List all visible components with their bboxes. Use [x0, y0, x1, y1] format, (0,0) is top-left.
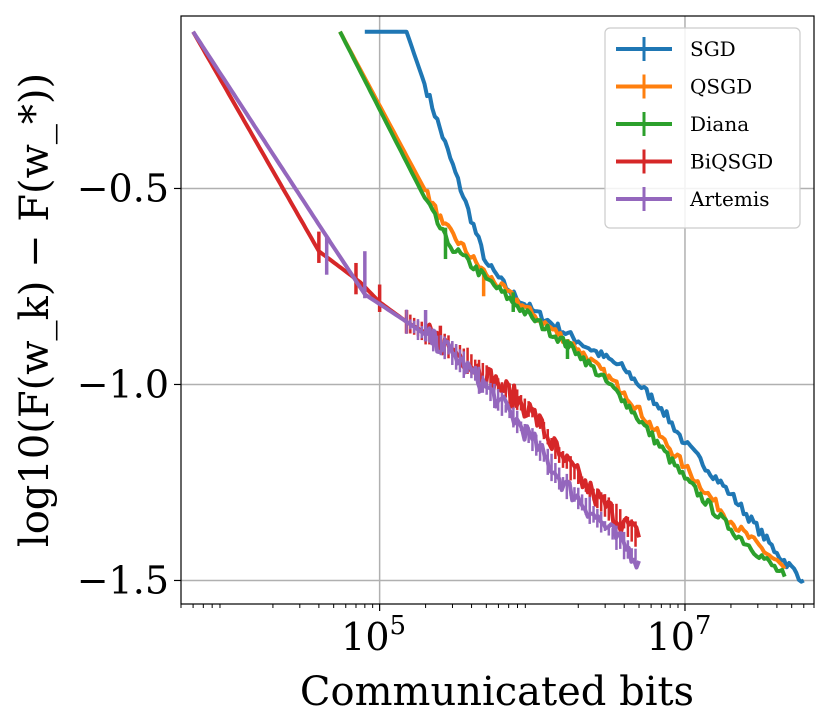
legend-label: Artemis: [689, 187, 770, 211]
series-line-sgd: [364, 29, 805, 584]
y-tick-label: −1.0: [77, 362, 169, 406]
plot-frame: [180, 15, 815, 605]
legend-label: BiQSGD: [690, 150, 773, 174]
series-biqsgd: [191, 30, 641, 547]
y-tick-label: −0.5: [77, 166, 169, 210]
legend-item-diana: Diana: [616, 112, 749, 136]
x-axis-label: Communicated bits: [300, 669, 694, 715]
legend-label: Diana: [690, 112, 749, 136]
x-tick-label: 107: [647, 611, 712, 659]
series-line-diana: [338, 30, 787, 578]
x-tick-label: 105: [341, 611, 406, 659]
y-tick-label: −1.5: [77, 558, 169, 602]
axis-ticks: −0.5 −1.0 −1.5 105 107: [77, 166, 815, 659]
legend-label: SGD: [690, 37, 736, 61]
legend-item-biqsgd: BiQSGD: [616, 149, 773, 174]
y-axis-label: log10(F(w_k) − F(w_*)): [12, 73, 58, 547]
legend-item-sgd: SGD: [616, 37, 736, 61]
legend: SGD QSGD Diana BiQSGD Artemis: [604, 27, 801, 229]
series-layer: [191, 29, 805, 584]
legend-box: [604, 27, 801, 229]
series-line-biqsgd: [191, 30, 641, 538]
series-artemis: [191, 30, 641, 570]
legend-item-artemis: Artemis: [616, 187, 770, 211]
legend-label: QSGD: [690, 75, 752, 99]
series-diana: [338, 30, 787, 578]
legend-item-qsgd: QSGD: [616, 74, 752, 99]
series-sgd: [364, 29, 805, 584]
series-line-artemis: [191, 30, 641, 570]
